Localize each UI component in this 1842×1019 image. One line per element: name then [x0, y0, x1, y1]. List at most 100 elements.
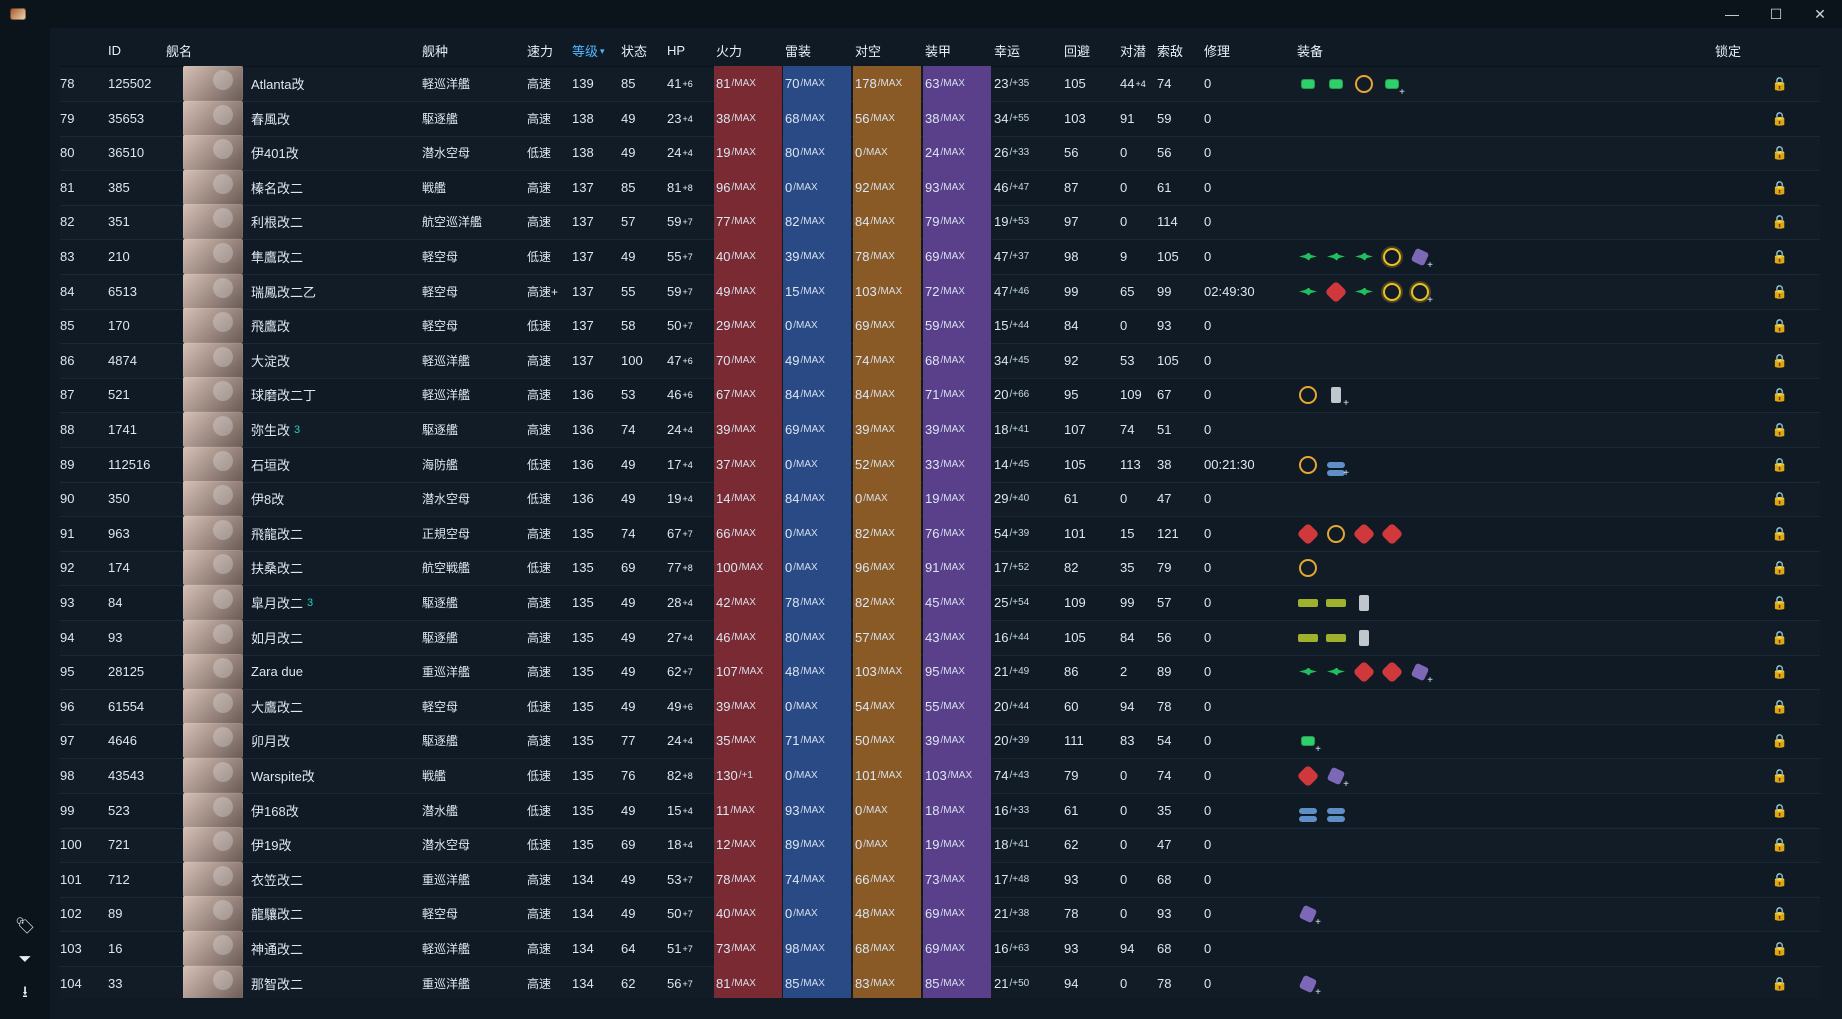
- table-row[interactable]: 96 61554 大鷹改二 軽空母 低速 135 49 49 +6 39/MAX 0/MAX 54/M…: [60, 689, 1820, 725]
- blue-equip-icon[interactable]: +: [1325, 454, 1349, 479]
- tags-icon[interactable]: 🏷: [14, 918, 36, 935]
- red-equip-icon[interactable]: [1324, 280, 1348, 303]
- column-header-torp[interactable]: 雷装: [785, 34, 811, 66]
- lock-icon[interactable]: 🔒: [1771, 213, 1789, 229]
- lock-icon[interactable]: 🔒: [1771, 802, 1789, 818]
- table-row[interactable]: 99 523 伊168改 潜水艦 低速 135 49 15 +4 11/MAX 93/MAX 0/MA…: [60, 793, 1820, 829]
- purple-equip-icon[interactable]: +: [1297, 973, 1321, 998]
- lock-icon[interactable]: 🔒: [1771, 386, 1789, 402]
- plane-equip-icon[interactable]: [1353, 246, 1375, 268]
- table-row[interactable]: 81 385 榛名改二 戦艦 高速 137 85 81 +8 96/MAX 0/MAX 92/MAX 9…: [60, 170, 1820, 206]
- purple-equip-icon[interactable]: +: [1409, 246, 1433, 271]
- filter-icon[interactable]: ⏷: [18, 951, 32, 968]
- sun-equip-icon[interactable]: [1381, 246, 1403, 268]
- table-row[interactable]: 83 210 隼鷹改二 軽空母 低速 137 49 55 +7 40/MAX 39/MAX 78/MA…: [60, 239, 1820, 275]
- column-header-luck[interactable]: 幸运: [994, 34, 1020, 66]
- lock-icon[interactable]: 🔒: [1771, 248, 1789, 264]
- column-header-cond[interactable]: 状态: [621, 34, 647, 66]
- lock-icon[interactable]: 🔒: [1771, 732, 1789, 748]
- lock-icon[interactable]: 🔒: [1771, 629, 1789, 645]
- lock-icon[interactable]: 🔒: [1771, 421, 1789, 437]
- purple-equip-icon[interactable]: +: [1409, 661, 1433, 686]
- gray-equip-icon[interactable]: +: [1325, 384, 1349, 409]
- table-row[interactable]: 100 721 伊19改 潜水空母 低速 135 69 18 +4 12/MAX 89/MAX 0/M…: [60, 827, 1820, 863]
- table-row[interactable]: 102 89 龍驤改二 軽空母 高速 134 49 50 +7 40/MAX 0/MAX 48/MAX…: [60, 896, 1820, 932]
- red-equip-icon[interactable]: [1352, 522, 1376, 545]
- radar-equip-icon[interactable]: [1325, 523, 1347, 545]
- maximize-button[interactable]: ☐: [1769, 5, 1783, 22]
- ship-equip-icon[interactable]: [1297, 627, 1319, 649]
- lock-icon[interactable]: 🔒: [1771, 663, 1789, 679]
- plane-equip-icon[interactable]: [1297, 246, 1319, 268]
- lock-icon[interactable]: 🔒: [1771, 698, 1789, 714]
- table-row[interactable]: 89 112516 石垣改 海防艦 低速 136 49 17 +4 37/MAX 0/MAX 52/M…: [60, 447, 1820, 483]
- table-row[interactable]: 87 521 球磨改二丁 軽巡洋艦 高速 136 53 46 +6 67/MAX 84/MAX 84/…: [60, 377, 1820, 413]
- radar-equip-icon[interactable]: [1297, 384, 1319, 406]
- red-equip-icon[interactable]: [1296, 522, 1320, 545]
- plane-equip-icon[interactable]: [1325, 661, 1347, 683]
- gray-equip-icon[interactable]: [1353, 592, 1375, 614]
- blue-equip-icon[interactable]: [1297, 800, 1319, 822]
- lock-icon[interactable]: 🔒: [1771, 940, 1789, 956]
- table-row[interactable]: 79 35653 春風改 駆逐艦 高速 138 49 23 +4 38/MAX 68/MAX 56/M…: [60, 101, 1820, 137]
- table-row[interactable]: 84 6513 瑞鳳改二乙 軽空母 高速+ 137 55 59 +7 49/MAX 15/MAX 10…: [60, 274, 1820, 310]
- lock-icon[interactable]: 🔒: [1771, 975, 1789, 991]
- table-row[interactable]: 93 84 皐月改二 3 駆逐艦 高速 135 49 28 +4 42/MAX 78/MAX 82/MA…: [60, 585, 1820, 621]
- table-row[interactable]: 94 93 如月改二 駆逐艦 高速 135 49 27 +4 46/MAX 80/MAX 57/MAX…: [60, 620, 1820, 656]
- sun-equip-icon[interactable]: +: [1409, 281, 1433, 306]
- table-row[interactable]: 78 125502 Atlanta改 軽巡洋艦 高速 139 85 41 +6 81/MAX 70/…: [60, 66, 1820, 102]
- column-header-name[interactable]: 舰名: [166, 34, 192, 66]
- lock-icon[interactable]: 🔒: [1771, 871, 1789, 887]
- table-row[interactable]: 91 963 飛龍改二 正規空母 高速 135 74 67 +7 66/MAX 0/MAX 82/MA…: [60, 516, 1820, 552]
- radar-equip-icon[interactable]: [1353, 73, 1375, 95]
- red-equip-icon[interactable]: [1380, 522, 1404, 545]
- gray-equip-icon[interactable]: [1353, 627, 1375, 649]
- table-row[interactable]: 85 170 飛鷹改 軽空母 低速 137 58 50 +7 29/MAX 0/MAX 69/MAX 5…: [60, 308, 1820, 344]
- table-row[interactable]: 90 350 伊8改 潜水空母 低速 136 49 19 +4 14/MAX 84/MAX 0/MAX…: [60, 481, 1820, 517]
- column-header-aa[interactable]: 对空: [855, 34, 881, 66]
- lock-icon[interactable]: 🔒: [1771, 110, 1789, 126]
- column-header-repair[interactable]: 修理: [1204, 34, 1230, 66]
- ship-equip-icon[interactable]: [1325, 627, 1347, 649]
- table-row[interactable]: 97 4646 卯月改 駆逐艦 高速 135 77 24 +4 35/MAX 71/MAX 50/MA…: [60, 723, 1820, 759]
- sun-equip-icon[interactable]: [1381, 281, 1403, 303]
- lock-icon[interactable]: 🔒: [1771, 594, 1789, 610]
- lock-icon[interactable]: 🔒: [1771, 179, 1789, 195]
- lock-icon[interactable]: 🔒: [1771, 144, 1789, 160]
- radar-equip-icon[interactable]: [1297, 454, 1319, 476]
- purple-equip-icon[interactable]: +: [1297, 903, 1321, 928]
- lock-icon[interactable]: 🔒: [1771, 456, 1789, 472]
- table-row[interactable]: 88 1741 弥生改 3 駆逐艦 高速 136 74 24 +4 39/MAX 69/MAX 39/M…: [60, 412, 1820, 448]
- table-row[interactable]: 103 16 神通改二 軽巡洋艦 高速 134 64 51 +7 73/MAX 98/MAX 68/M…: [60, 931, 1820, 967]
- lock-icon[interactable]: 🔒: [1771, 905, 1789, 921]
- table-row[interactable]: 92 174 扶桑改二 航空戦艦 低速 135 69 77 +8 100/MAX 0/MAX 96/M…: [60, 550, 1820, 586]
- lock-icon[interactable]: 🔒: [1771, 352, 1789, 368]
- plane-equip-icon[interactable]: [1297, 281, 1319, 303]
- plane-equip-icon[interactable]: [1297, 661, 1319, 683]
- column-header-asw[interactable]: 对潜: [1120, 34, 1146, 66]
- column-header-los[interactable]: 索敌: [1157, 34, 1183, 66]
- column-header-speed[interactable]: 速力: [527, 34, 553, 66]
- close-button[interactable]: ✕: [1814, 5, 1826, 22]
- dot-equip-icon[interactable]: +: [1381, 73, 1405, 98]
- column-header-type[interactable]: 舰种: [422, 34, 448, 66]
- table-row[interactable]: 95 28125 Zara due 重巡洋艦 高速 135 49 62 +7 107/MAX 48/…: [60, 654, 1820, 690]
- ship-equip-icon[interactable]: [1325, 592, 1347, 614]
- lock-icon[interactable]: 🔒: [1771, 559, 1789, 575]
- lock-icon[interactable]: 🔒: [1771, 283, 1789, 299]
- table-row[interactable]: 101 712 衣笠改二 重巡洋艦 高速 134 49 53 +7 78/MAX 74/MAX 66/…: [60, 862, 1820, 898]
- lock-icon[interactable]: 🔒: [1771, 490, 1789, 506]
- purple-equip-icon[interactable]: +: [1325, 765, 1349, 790]
- column-header-evasion[interactable]: 回避: [1064, 34, 1090, 66]
- column-header-equip[interactable]: 装备: [1297, 34, 1323, 66]
- dot-equip-icon[interactable]: [1297, 73, 1319, 95]
- plane-equip-icon[interactable]: [1325, 246, 1347, 268]
- table-row[interactable]: 98 43543 Warspite改 戦艦 低速 135 76 82 +8 130/+1 0/MAX…: [60, 758, 1820, 794]
- column-header-level[interactable]: 等级 ▾: [572, 34, 605, 66]
- download-icon[interactable]: ⭳: [22, 983, 28, 1001]
- table-row[interactable]: 80 36510 伊401改 潜水空母 低速 138 49 24 +4 19/MAX 80/MAX 0…: [60, 135, 1820, 171]
- table-row[interactable]: 104 33 那智改二 重巡洋艦 高速 134 62 56 +7 81/MAX 85/MAX 83/M…: [60, 966, 1820, 998]
- red-equip-icon[interactable]: [1352, 660, 1376, 683]
- ship-equip-icon[interactable]: [1297, 592, 1319, 614]
- lock-icon[interactable]: 🔒: [1771, 836, 1789, 852]
